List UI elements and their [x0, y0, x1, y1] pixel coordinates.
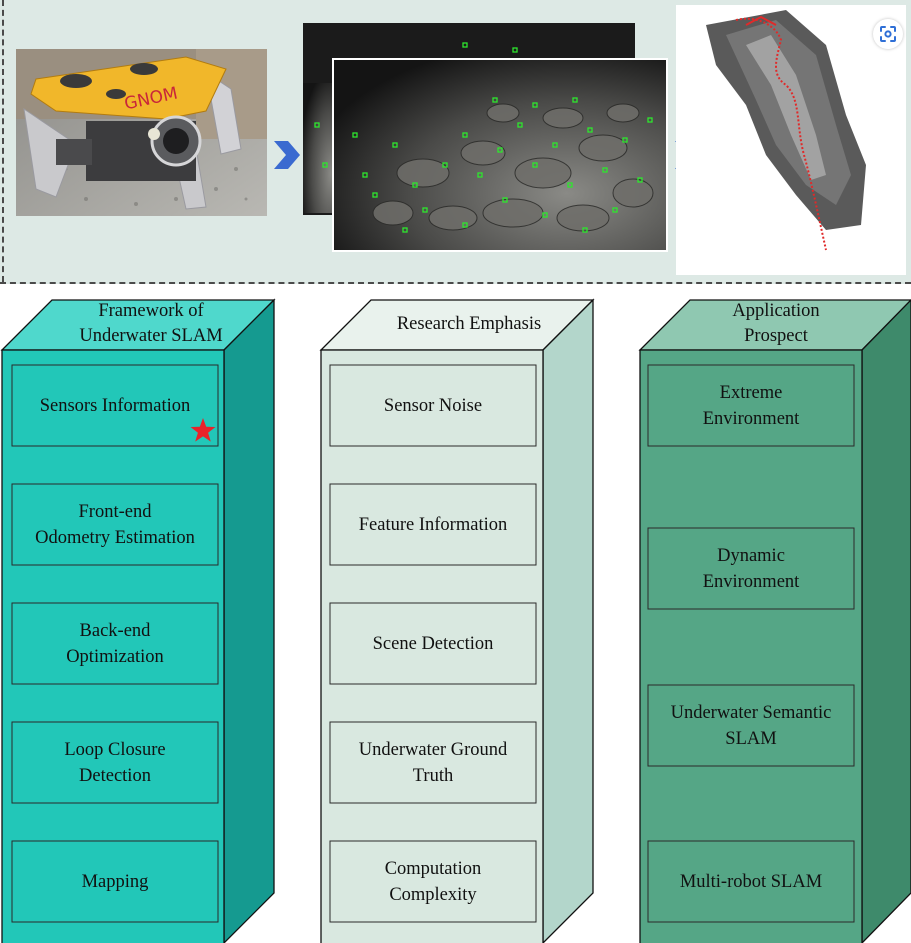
pipeline-panel: GNOM — [0, 0, 911, 284]
item-dynamic-environment: Dynamic Environment — [702, 545, 800, 592]
scan-button[interactable] — [873, 19, 903, 49]
item-sensors-information: Sensors Information — [39, 395, 191, 416]
column-header-framework: Framework of Underwater SLAM — [79, 301, 223, 346]
chevron-right-icon — [274, 141, 300, 169]
column-header-application: Application Prospect — [732, 301, 820, 346]
item-computation-complexity: Computation Complexity — [384, 858, 482, 905]
column-application — [638, 299, 911, 943]
rov-photo: GNOM — [16, 49, 267, 216]
item-scene-detection: Scene Detection — [372, 633, 494, 654]
column-framework — [0, 298, 276, 943]
item-extreme-environment: Extreme Environment — [702, 382, 800, 429]
item-ground-truth: Underwater Ground Truth — [358, 739, 508, 786]
item-multi-robot-slam: Multi-robot SLAM — [679, 871, 823, 892]
column-research — [319, 298, 595, 943]
item-feature-information: Feature Information — [358, 514, 508, 535]
framework-blocks — [0, 298, 911, 943]
scan-icon — [880, 26, 896, 42]
star-icon — [190, 418, 216, 442]
item-back-end-optimization: Back-end Optimization — [66, 620, 164, 667]
item-mapping: Mapping — [81, 871, 149, 892]
item-front-end-odometry: Front-end Odometry Estimation — [35, 501, 195, 548]
point-cloud-map — [676, 5, 906, 275]
item-loop-closure: Loop Closure Detection — [64, 739, 166, 786]
item-semantic-slam: Underwater Semantic SLAM — [670, 702, 832, 749]
feature-frames — [303, 23, 668, 252]
item-sensor-noise: Sensor Noise — [383, 395, 483, 416]
column-header-research: Research Emphasis — [396, 313, 542, 334]
